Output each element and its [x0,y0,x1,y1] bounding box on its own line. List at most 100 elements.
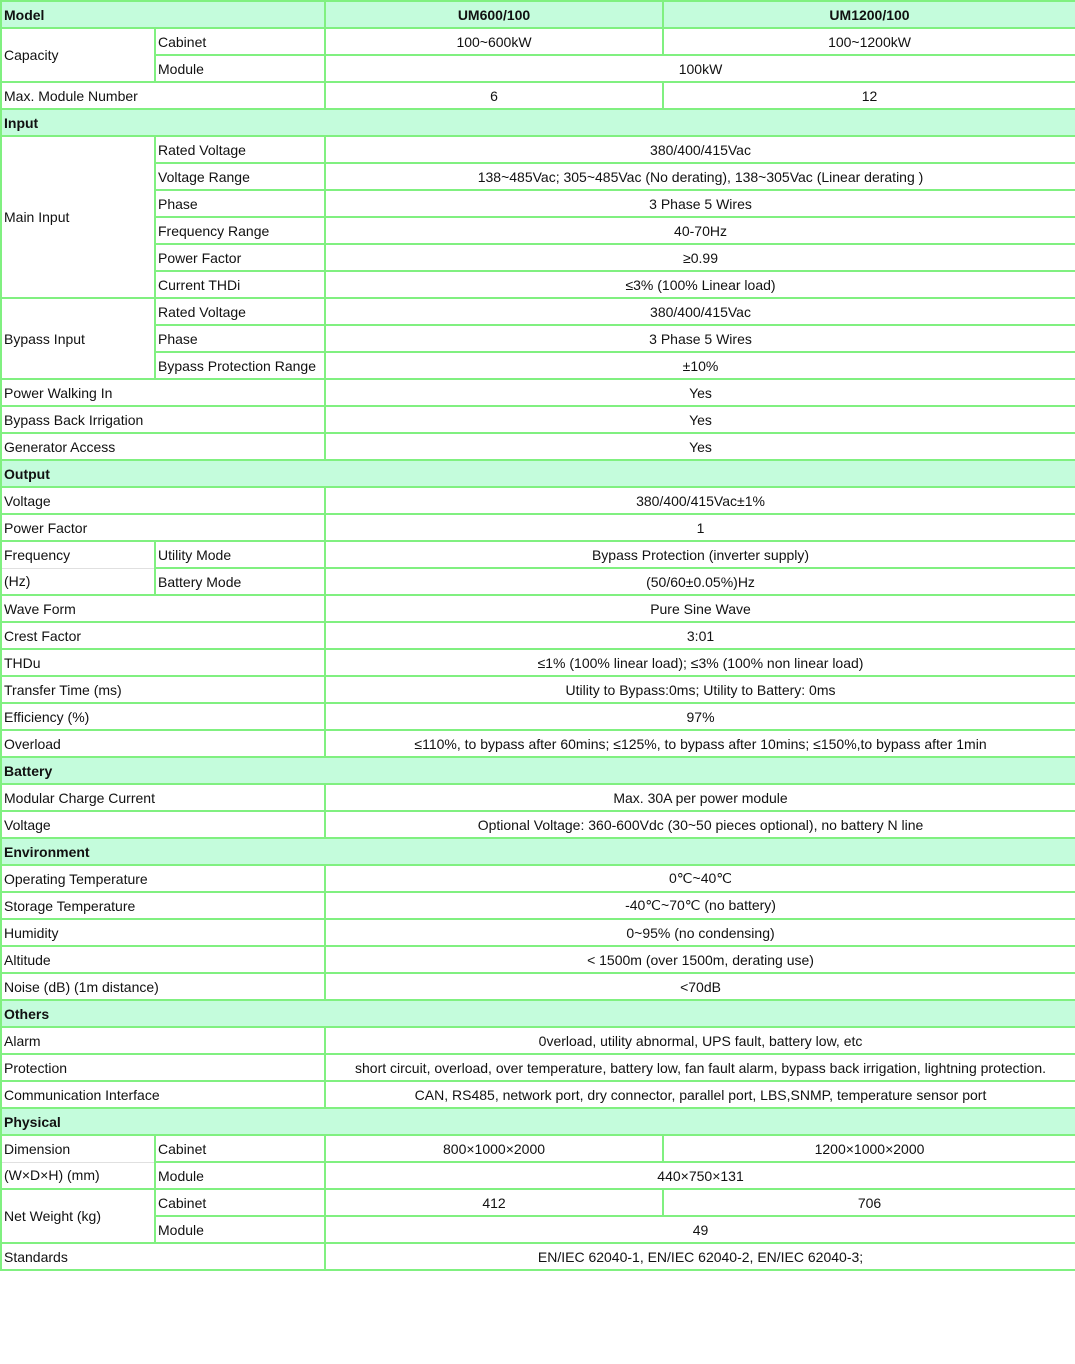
section-header: Others [0,999,1075,1028]
row-label: Modular Charge Current [0,783,327,812]
table-row: Current THDi ≤3% (100% Linear load) [1,270,1075,299]
group-label: Bypass Input [0,297,156,380]
row-label: THDu [0,648,327,677]
capacity-label: Capacity [0,27,156,83]
table-row: Transfer Time (ms) Utility to Bypass:0ms;… [0,675,1075,704]
table-row: Modular Charge Current Max. 30A per power… [0,783,1075,812]
sub-label: Module [153,54,327,83]
row-label: Crest Factor [0,621,327,650]
capacity-row: Module 100kW [1,54,1075,83]
section-row: Output [0,459,1075,488]
section-row: Environment [0,837,1075,866]
section-header: Physical [0,1107,1075,1136]
section-row: Battery [0,756,1075,785]
table-row: Protection short circuit, overload, over … [0,1053,1075,1082]
sub-label: Voltage Range [153,162,327,191]
spec-table: Model UM600/100 UM1200/100 Capacity Cabinet… [0,0,1075,1271]
sub-label: Utility Mode [153,540,327,569]
value: 380/400/415Vac [324,135,1075,164]
value: 1200×1000×2000 [662,1134,1075,1163]
table-row: Voltage Range 138~485Vac; 305~485Vac (No … [1,162,1075,191]
row-label: Generator Access [0,432,327,461]
table-row: (Hz) Battery Mode (50/60±0.05%)Hz [0,567,1075,596]
table-row: Phase 3 Phase 5 Wires [1,324,1075,353]
group-label: Frequency [0,540,156,569]
value: 706 [662,1188,1075,1217]
table-row: Operating Temperature 0℃~40℃ [0,864,1075,893]
table-row: Voltage Optional Voltage: 360-600Vdc (30~… [0,810,1075,839]
row-label: Bypass Back Irrigation [0,405,327,434]
table-row: Storage Temperature -40℃~70℃ (no battery) [0,891,1075,920]
value: ±10% [324,351,1075,380]
row-label: Noise (dB) (1m distance) [0,972,327,1001]
value: 12 [662,81,1075,110]
table-row: Generator Access Yes [0,432,1075,461]
value: 0verload, utility abnormal, UPS fault, b… [324,1026,1075,1055]
row-label: Power Factor [0,513,327,542]
sub-label: Current THDi [153,270,327,299]
sub-label: Rated Voltage [153,297,327,326]
sub-label: Bypass Protection Range [153,351,327,380]
sub-label: Phase [153,324,327,353]
section-header: Input [0,108,1075,137]
sub-label: Frequency Range [153,216,327,245]
value: 0℃~40℃ [324,864,1075,893]
table-row: Alarm 0verload, utility abnormal, UPS fau… [0,1026,1075,1055]
group-label: Main Input [0,135,156,299]
value: ≤1% (100% linear load); ≤3% (100% non li… [324,648,1075,677]
value: Bypass Protection (inverter supply) [324,540,1075,569]
table-row: Efficiency (%) 97% [0,702,1075,731]
section-row: Others [0,999,1075,1028]
value: Optional Voltage: 360-600Vdc (30~50 piec… [324,810,1075,839]
sub-label: Rated Voltage [153,135,327,164]
table-row: Dimension Cabinet 800×1000×2000 1200×1000×2… [0,1134,1075,1163]
row-label: Protection [0,1053,327,1082]
row-label: Operating Temperature [0,864,327,893]
value: 138~485Vac; 305~485Vac (No derating), 13… [324,162,1075,191]
row-label: Max. Module Number [0,81,327,110]
max-module-row: Max. Module Number 6 12 [0,81,1075,110]
value: 800×1000×2000 [324,1134,665,1163]
row-label: Overload [0,729,327,758]
value: 3:01 [324,621,1075,650]
value: <70dB [324,972,1075,1001]
value: CAN, RS485, network port, dry connector,… [324,1080,1075,1109]
value: (50/60±0.05%)Hz [324,567,1075,596]
model-label: Model [0,0,327,29]
table-row: Power Factor ≥0.99 [1,243,1075,272]
value: Yes [324,405,1075,434]
table-row: Noise (dB) (1m distance) <70dB [0,972,1075,1001]
value: 380/400/415Vac [324,297,1075,326]
value: ≤110%, to bypass after 60mins; ≤125%, to… [324,729,1075,758]
value: Pure Sine Wave [324,594,1075,623]
section-header: Battery [0,756,1075,785]
section-header: Output [0,459,1075,488]
row-label: Power Walking In [0,378,327,407]
value: 0~95% (no condensing) [324,918,1075,947]
row-label: Humidity [0,918,327,947]
sub-label: Phase [153,189,327,218]
table-row: Bypass Protection Range ±10% [1,351,1075,380]
table-row: Power Factor 1 [0,513,1075,542]
table-row: Main Input Rated Voltage 380/400/415Vac [0,135,1075,299]
sub-label: Cabinet [153,27,327,56]
value: 1 [324,513,1075,542]
value: EN/IEC 62040-1, EN/IEC 62040-2, EN/IEC 6… [324,1242,1075,1271]
group-label: (W×D×H) (mm) [0,1161,156,1190]
model-row: Model UM600/100 UM1200/100 [0,0,1075,29]
table-row: Phase 3 Phase 5 Wires [1,189,1075,218]
group-label: Dimension [0,1134,156,1163]
value: Utility to Bypass:0ms; Utility to Batter… [324,675,1075,704]
value: ≥0.99 [324,243,1075,272]
value: 100~1200kW [662,27,1075,56]
row-label: Transfer Time (ms) [0,675,327,704]
table-row: Wave Form Pure Sine Wave [0,594,1075,623]
table-row: Frequency Range 40-70Hz [1,216,1075,245]
capacity-row: Capacity Cabinet 100~600kW 100~1200kW [0,27,1075,83]
table-row: Bypass Input Rated Voltage 380/400/415Vac [0,297,1075,380]
value: 380/400/415Vac±1% [324,486,1075,515]
table-row: Frequency Utility Mode Bypass Protection (… [0,540,1075,569]
row-label: Wave Form [0,594,327,623]
row-label: Storage Temperature [0,891,327,920]
section-header: Environment [0,837,1075,866]
